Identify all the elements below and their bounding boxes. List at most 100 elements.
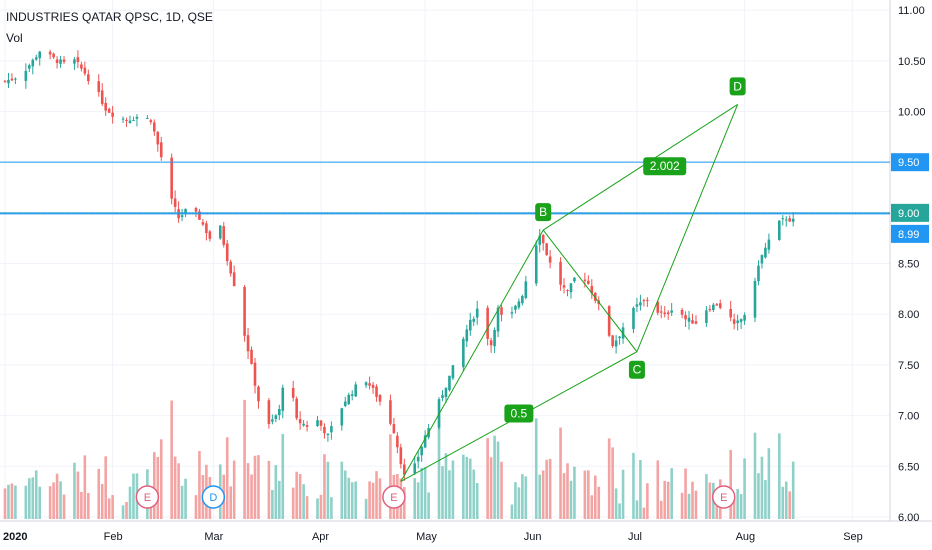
candle-body: [159, 142, 163, 158]
candle-body: [659, 311, 663, 313]
volume-bar: [330, 497, 333, 519]
volume-bar: [271, 489, 274, 519]
volume-bar: [694, 490, 698, 519]
volume-bar: [691, 481, 694, 519]
candle-body: [524, 281, 528, 298]
volume-bar: [159, 439, 163, 519]
price-tag-box: [891, 224, 929, 243]
candle-body: [413, 463, 417, 474]
volume-bar: [729, 449, 732, 519]
volume-bar: [73, 462, 76, 519]
volume-bar: [448, 470, 451, 519]
candle-body: [472, 318, 476, 322]
candle-body: [201, 222, 205, 225]
candle-body: [59, 59, 62, 64]
candle-body: [128, 120, 132, 124]
candle-body: [590, 285, 594, 294]
volume-bar: [666, 481, 670, 519]
candle-body: [569, 283, 573, 293]
candle-body: [729, 308, 732, 318]
candle-body: [559, 261, 562, 285]
volume-bar: [100, 483, 104, 519]
volume-bar: [739, 494, 743, 519]
volume-bar: [371, 482, 375, 519]
volume-bar: [590, 495, 594, 519]
candle-body: [420, 446, 423, 456]
candle-body: [500, 307, 503, 315]
candle-body: [712, 304, 715, 311]
price-tag-box: [891, 203, 929, 222]
volume-bar: [781, 486, 785, 519]
volume-bar: [343, 470, 347, 519]
volume-bar: [243, 399, 246, 519]
volume-bar: [583, 470, 587, 519]
y-tick-label: 7.00: [898, 411, 919, 423]
candle-body: [614, 340, 618, 347]
candle-body: [271, 419, 274, 422]
candle-body: [298, 419, 302, 424]
candle-body: [146, 118, 149, 120]
pattern-ratio-label: 0.5: [511, 407, 528, 421]
volume-bar: [291, 487, 295, 519]
volume-bar: [347, 477, 351, 519]
volume-bar: [156, 456, 160, 519]
volume-bar: [274, 465, 278, 519]
candle-body: [267, 400, 271, 424]
volume-bar: [229, 486, 232, 519]
volume-bar: [524, 476, 528, 519]
volume-bar: [302, 484, 305, 519]
x-tick-label: Aug: [736, 531, 756, 543]
volume-bar: [493, 435, 496, 519]
candle-body: [538, 235, 542, 245]
candle-body: [489, 340, 493, 346]
candle-body: [153, 122, 156, 132]
volume-bar: [611, 447, 614, 519]
pattern-point-label: C: [633, 363, 642, 377]
volume-bar: [59, 481, 62, 519]
event-marker: [712, 485, 736, 509]
price-tag-label: 8.99: [898, 229, 919, 241]
candle-body: [778, 220, 781, 240]
volume-bar: [496, 441, 500, 519]
candle-body: [194, 208, 198, 212]
candle-body: [656, 301, 660, 313]
candle-body: [514, 305, 517, 310]
candle-body: [87, 74, 90, 82]
candle-body: [38, 51, 42, 59]
candle-body: [323, 426, 326, 434]
candle-body: [632, 307, 635, 330]
volume-bar: [14, 485, 17, 519]
volume-bar: [569, 480, 573, 519]
y-tick-label: 7.50: [898, 360, 919, 372]
volume-bar: [177, 463, 180, 519]
candle-body: [739, 319, 743, 322]
candle-body: [225, 243, 229, 262]
volume-bar: [621, 469, 625, 519]
candle-body: [149, 120, 153, 123]
candle-body: [222, 226, 226, 245]
volume-bar: [510, 504, 514, 519]
candle-body: [281, 387, 285, 411]
volume-bar: [760, 456, 764, 519]
volume-bar: [514, 482, 517, 519]
x-tick-label: Apr: [312, 531, 329, 543]
volume-bar: [323, 454, 326, 519]
candle-body: [14, 78, 17, 80]
candle-body: [670, 310, 673, 313]
candle-body: [257, 386, 260, 402]
volume-bar: [173, 456, 177, 519]
y-tick-label: 11.00: [898, 5, 925, 17]
volume-bar: [778, 433, 781, 519]
candle-body: [743, 315, 746, 321]
candle-body: [705, 310, 708, 323]
volume-bar: [267, 460, 271, 519]
pattern-ratio-label: 2.002: [650, 159, 680, 173]
volume-bar: [295, 471, 298, 519]
candle-body: [639, 302, 642, 306]
volume-bar: [788, 491, 792, 519]
candle-body: [587, 280, 590, 284]
candle-body: [399, 447, 403, 465]
candle-body: [302, 423, 305, 426]
volume-bar: [403, 487, 406, 519]
